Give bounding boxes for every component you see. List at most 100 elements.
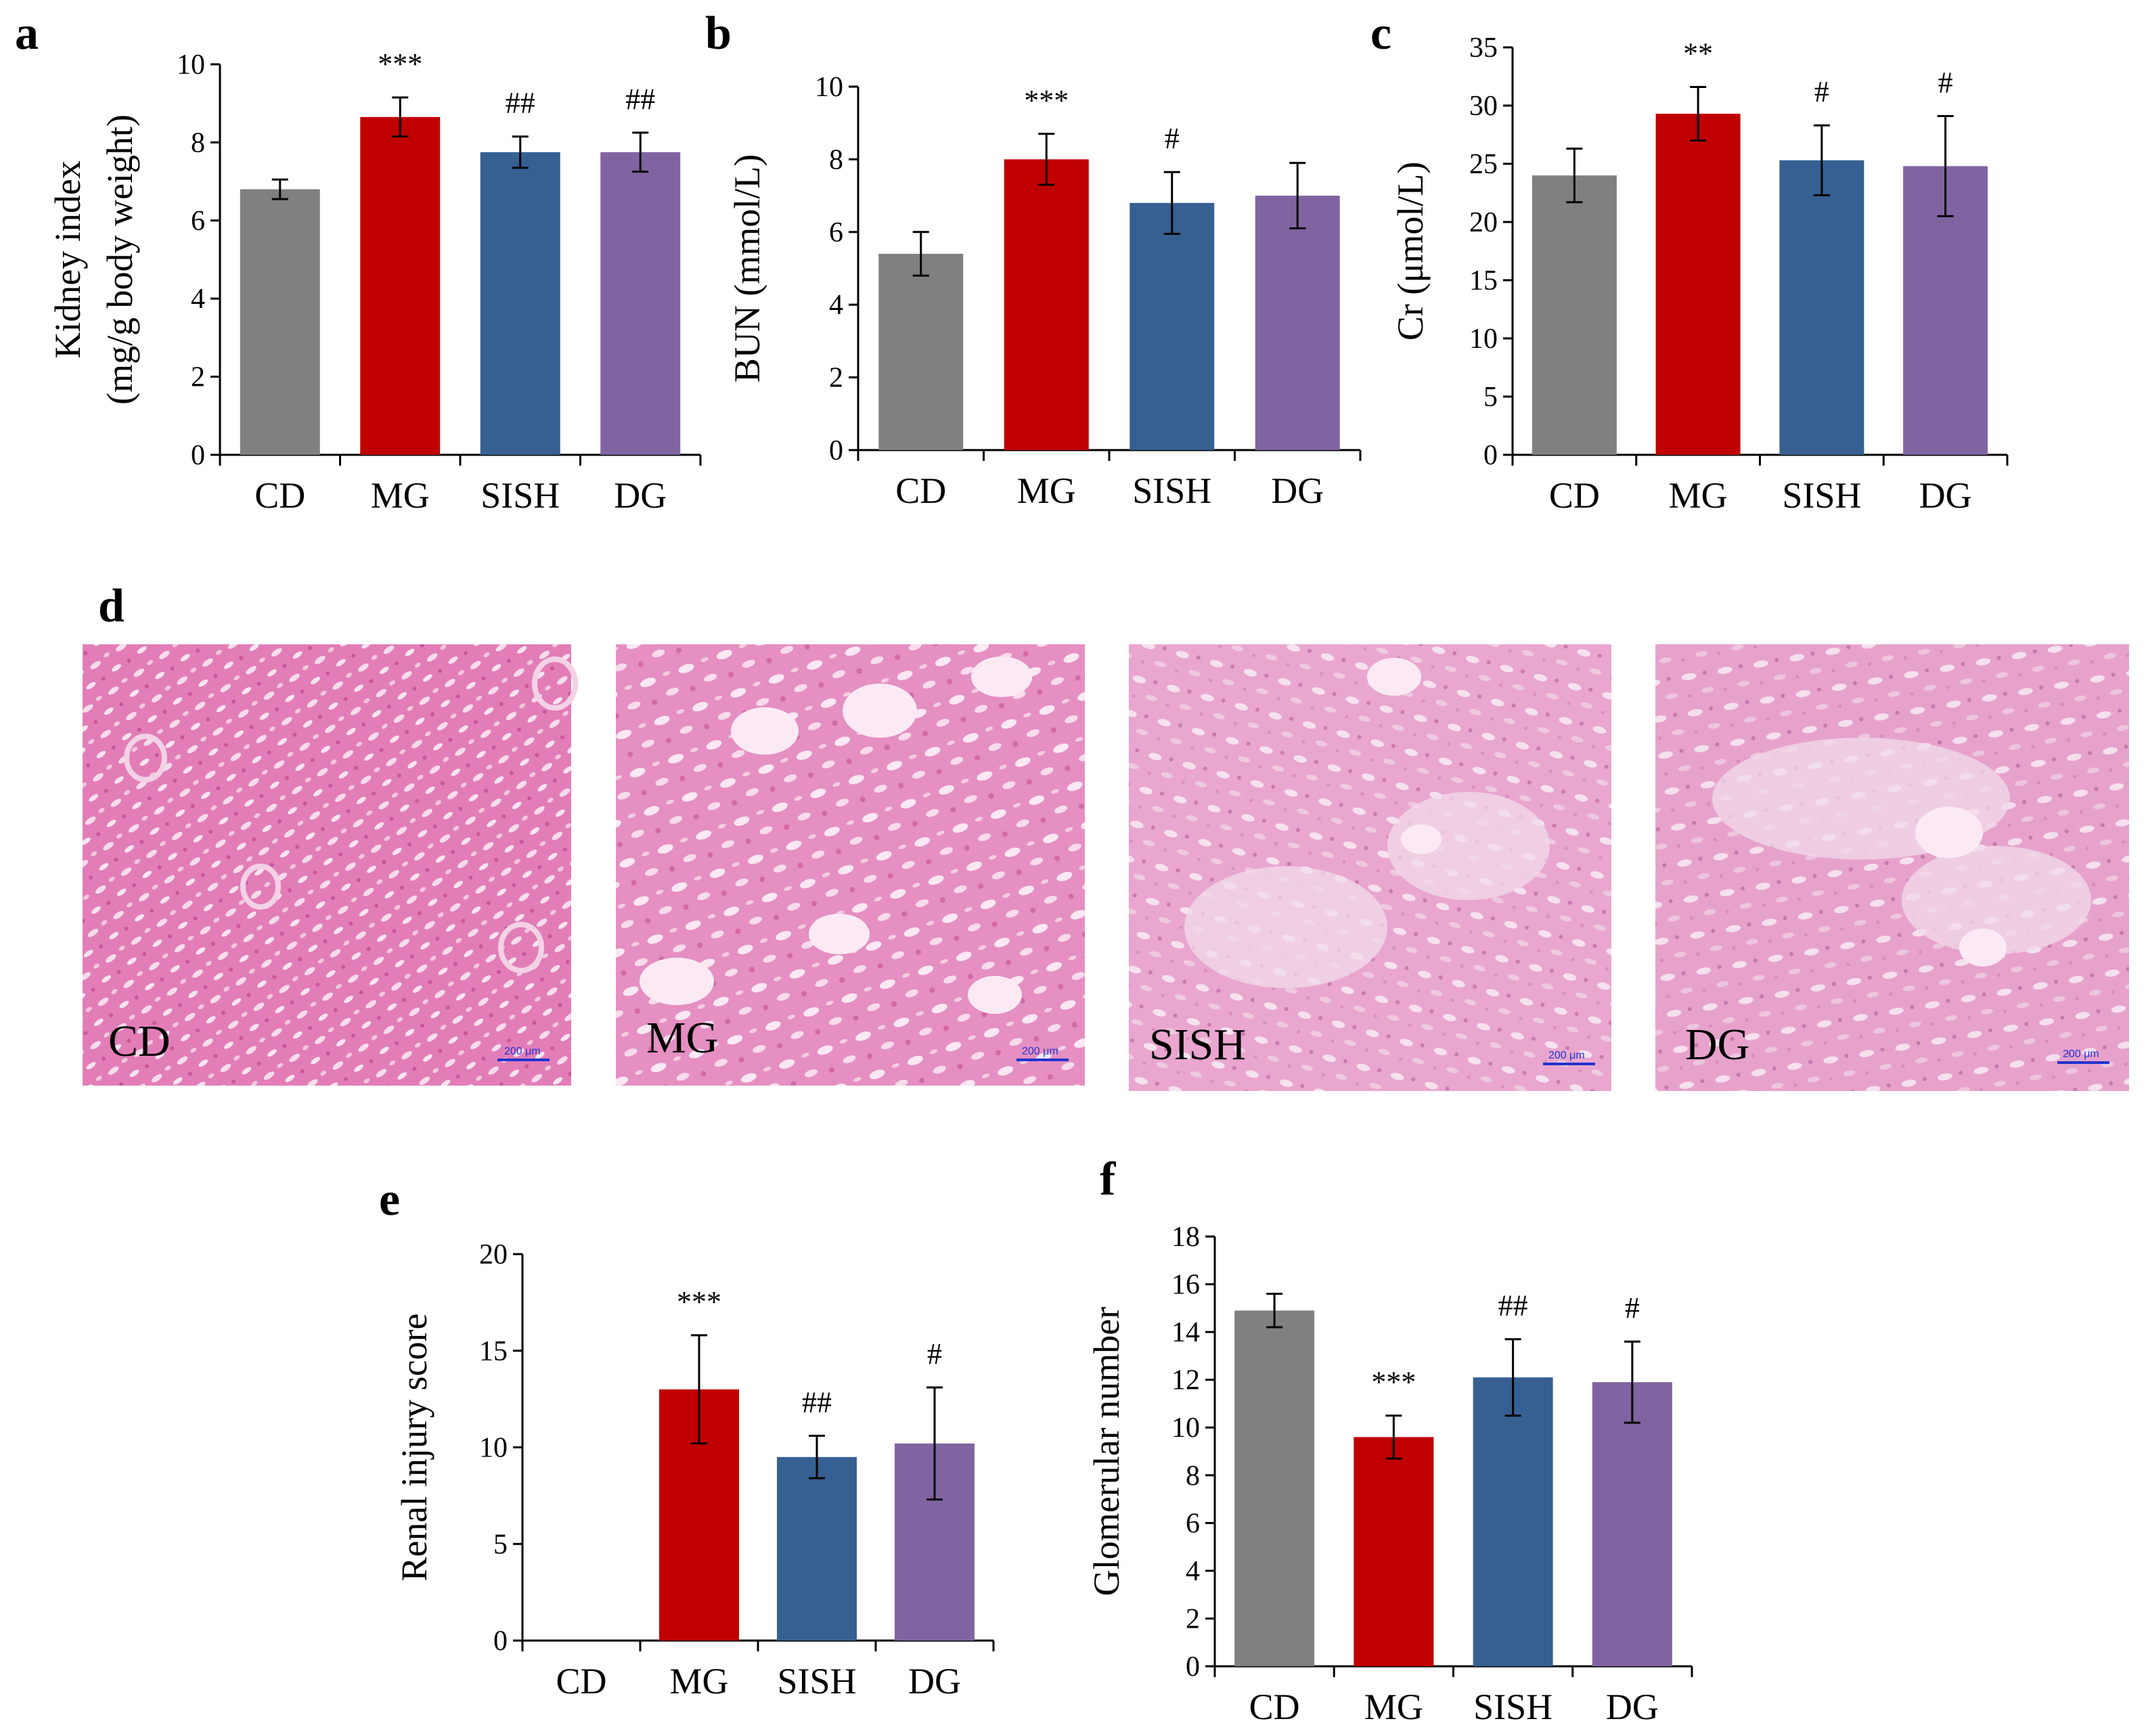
y-axis-label: Renal injury score: [394, 1314, 434, 1582]
significance-label: #: [1814, 75, 1829, 108]
significance-label: ***: [677, 1285, 721, 1318]
y-axis-label: Cr (μmol/L): [1390, 162, 1431, 340]
y-tick-label: 30: [1469, 91, 1498, 122]
histology-panel-mg: MG 200 μm: [616, 644, 1085, 1086]
bar-sish: [480, 152, 560, 455]
category-label: MG: [669, 1661, 728, 1701]
bar-mg: [360, 116, 441, 455]
histology-label-dg: DG: [1685, 1020, 1749, 1069]
category-label: MG: [371, 475, 430, 516]
bar-sish: [1779, 160, 1864, 455]
y-tick-label: 0: [493, 1626, 508, 1657]
y-tick-label: 0: [1483, 440, 1498, 471]
bar-cd: [1532, 175, 1617, 455]
significance-label: #: [1625, 1291, 1640, 1325]
category-label: SISH: [1473, 1687, 1552, 1727]
histology-label-cd: CD: [108, 1017, 171, 1066]
category-label: MG: [1017, 470, 1076, 511]
bar-dg: [1592, 1382, 1672, 1666]
scale-bar-label: 200 μm: [1548, 1050, 1585, 1061]
scale-bar-label: 200 μm: [2063, 1048, 2099, 1060]
y-tick-label: 35: [1469, 32, 1498, 64]
y-tick-label: 10: [815, 72, 843, 103]
histology-image-cd: [83, 644, 571, 1086]
panel-label-f: f: [1100, 1153, 1116, 1205]
significance-label: ***: [1371, 1366, 1416, 1399]
y-tick-label: 14: [1171, 1317, 1200, 1348]
y-tick-label: 6: [191, 206, 205, 237]
bar-cd: [878, 254, 964, 450]
y-tick-label: 12: [1171, 1365, 1200, 1396]
histology-label-sish: SISH: [1149, 1020, 1246, 1069]
significance-label: ##: [506, 87, 535, 120]
category-label: SISH: [1132, 470, 1211, 511]
histology-panel-cd: CD 200 μm: [83, 644, 578, 1086]
y-tick-label: 0: [829, 435, 843, 466]
y-axis-label: BUN (mmol/L): [727, 154, 767, 382]
bar-cd: [240, 189, 320, 455]
bar-dg: [1255, 196, 1340, 450]
y-tick-label: 25: [1469, 149, 1498, 180]
y-tick-label: 18: [1171, 1222, 1200, 1253]
bar-cd: [1234, 1310, 1315, 1666]
chart-renal-injury-score: 0 5 10 15 20 CD *** MG ## SISH # DG Renal injury sco…: [394, 1239, 995, 1701]
bar-dg: [600, 152, 681, 455]
significance-label: #: [1938, 66, 1953, 99]
histology-panel-sish: SISH 200 μm: [1129, 644, 1611, 1091]
y-tick-label: 2: [829, 363, 843, 394]
y-tick-label: 15: [1469, 265, 1498, 296]
panel-label-d: d: [98, 580, 125, 632]
bar-mg: [1655, 114, 1741, 455]
y-tick-label: 0: [191, 440, 205, 471]
bar-mg: [1004, 159, 1089, 450]
y-tick-label: 0: [1186, 1651, 1200, 1683]
significance-label: ##: [1498, 1289, 1528, 1322]
y-tick-label: 20: [479, 1239, 508, 1270]
category-label: DG: [614, 475, 667, 516]
significance-label: #: [927, 1337, 942, 1371]
y-tick-label: 4: [1186, 1556, 1200, 1587]
y-tick-label: 6: [1186, 1508, 1200, 1539]
y-tick-label: 2: [191, 362, 205, 393]
y-tick-label: 5: [1483, 382, 1498, 413]
bar-mg: [1354, 1437, 1434, 1666]
chart-creatinine: 0 5 10 15 20 25 30 35 CD ** MG # SISH # DG Cr (μmol/L): [1390, 32, 2009, 516]
category-label: DG: [908, 1661, 961, 1701]
y-tick-label: 20: [1469, 207, 1498, 238]
chart-kidney-index: 0 2 4 6 8 10 CD *** MG ## SISH ## DG Kidney index (mg/…: [47, 47, 702, 516]
y-tick-label: 4: [829, 290, 843, 321]
chart-bun: 0 2 4 6 8 10 CD *** MG # SISH DG BUN (mmol/L): [727, 72, 1362, 511]
bar-sish: [1130, 202, 1215, 450]
category-label: DG: [1919, 475, 1972, 516]
scale-bar-label: 200 μm: [1022, 1046, 1058, 1057]
y-tick-label: 8: [829, 144, 843, 175]
y-tick-label: 10: [1469, 324, 1498, 355]
chart-glomerular-number: 0 2 4 6 8 10 12 14 16 18 CD *** MG ## SISH # DG Glomerula…: [1086, 1222, 1693, 1727]
scale-bar-label: 200 μm: [504, 1046, 541, 1057]
category-label: DG: [1606, 1687, 1659, 1727]
y-axis-label: Glomerular number: [1086, 1307, 1127, 1596]
panel-label-e: e: [379, 1174, 400, 1226]
category-label: SISH: [1782, 475, 1861, 516]
y-tick-label: 5: [493, 1529, 508, 1560]
panel-label-b: b: [705, 7, 732, 60]
category-label: SISH: [480, 475, 560, 516]
y-tick-label: 16: [1171, 1270, 1200, 1301]
category-label: MG: [1669, 475, 1728, 516]
significance-label: ***: [1024, 84, 1069, 117]
y-tick-label: 10: [479, 1433, 508, 1464]
significance-label: ***: [378, 47, 422, 81]
y-axis-label: (mg/g body weight): [99, 114, 140, 405]
histology-label-mg: MG: [646, 1013, 718, 1063]
significance-label: ##: [625, 83, 655, 116]
y-tick-label: 8: [1186, 1461, 1200, 1492]
panel-label-c: c: [1370, 7, 1391, 60]
category-label: DG: [1271, 470, 1324, 511]
category-label: MG: [1364, 1687, 1423, 1727]
y-tick-label: 10: [1171, 1412, 1200, 1444]
significance-label: **: [1683, 37, 1713, 70]
category-label: CD: [254, 475, 305, 516]
y-tick-label: 8: [191, 127, 205, 158]
bar-sish: [777, 1456, 857, 1641]
